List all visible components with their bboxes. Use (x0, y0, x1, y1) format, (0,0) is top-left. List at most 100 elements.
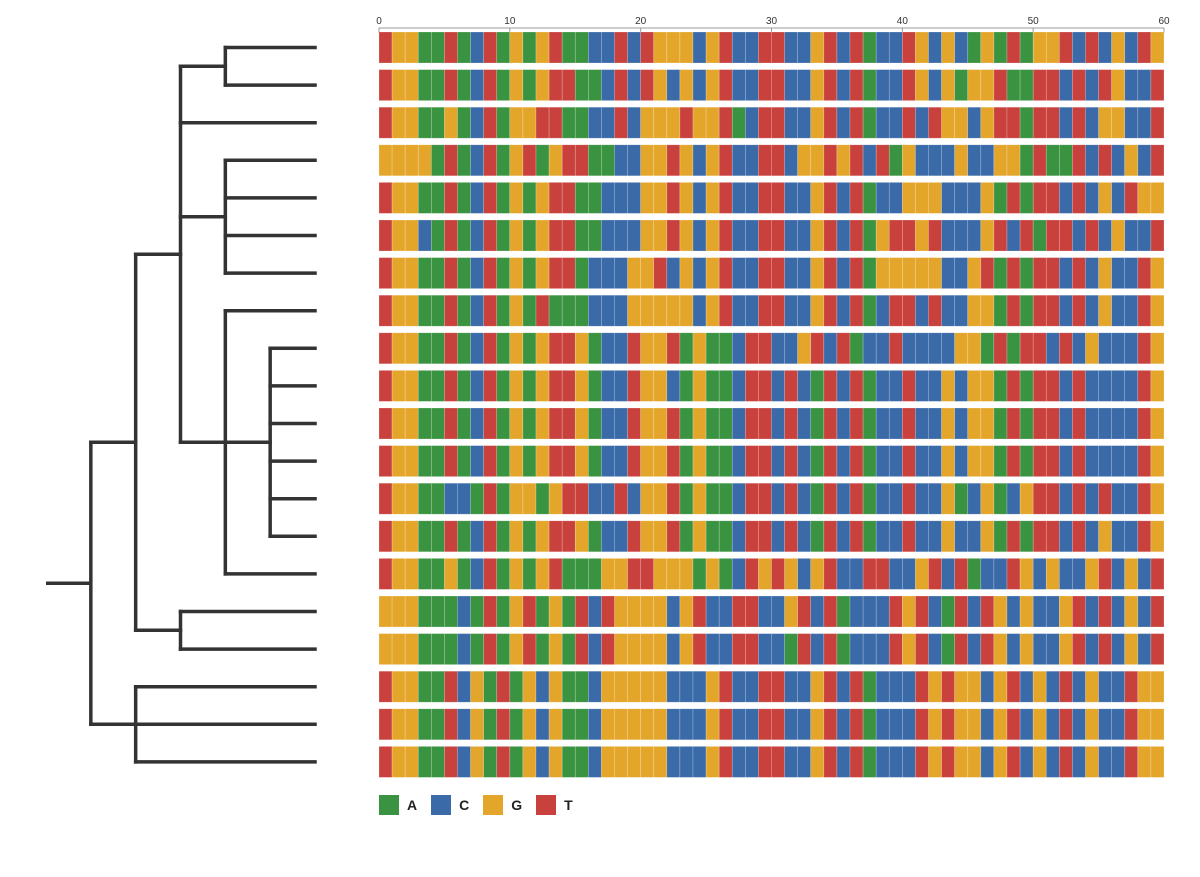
base-cell (1150, 746, 1165, 778)
position-axis: 0 10 20 30 40 50 60 (376, 16, 1170, 33)
base-cell (718, 445, 733, 477)
base-cell (627, 257, 641, 289)
base-cell (535, 633, 550, 665)
base-cell (875, 558, 890, 590)
base-cell (574, 144, 589, 177)
base-cell (731, 332, 746, 365)
base-cell (1124, 294, 1139, 327)
base-cell (875, 445, 890, 477)
base-cell (391, 633, 406, 665)
base-cell (535, 595, 550, 628)
base-cell (431, 708, 445, 741)
base-cell (666, 257, 681, 289)
base-cell (849, 633, 864, 665)
base-cell (928, 294, 942, 327)
base-cell (404, 182, 419, 214)
base-cell (731, 708, 746, 741)
base-cell (771, 558, 785, 590)
base-cell (431, 407, 445, 440)
base-cell (745, 219, 759, 252)
base-cell (470, 182, 484, 214)
base-cell (496, 670, 511, 703)
base-cell (758, 144, 772, 177)
base-cell (823, 182, 838, 214)
base-cell (679, 520, 694, 553)
base-cell (980, 670, 995, 703)
base-cell (679, 106, 694, 139)
base-cell (1045, 445, 1060, 477)
base-cell (797, 370, 812, 402)
base-cell (378, 595, 393, 628)
base-cell (902, 294, 916, 327)
base-cell (1059, 219, 1073, 252)
base-cell (522, 332, 537, 365)
base-cell (849, 445, 864, 477)
base-cell (431, 595, 445, 628)
base-cell (1111, 670, 1126, 703)
base-cell (561, 746, 576, 778)
base-cell (561, 370, 576, 402)
base-cell (875, 69, 890, 101)
base-cell (1085, 445, 1099, 477)
base-cell (1111, 370, 1126, 402)
base-cell (588, 445, 602, 477)
base-cell (522, 520, 537, 553)
base-cell (653, 370, 668, 402)
base-cell (718, 708, 733, 741)
base-cell (980, 520, 995, 553)
base-cell (640, 219, 655, 252)
base-cell (849, 595, 864, 628)
base-cell (1032, 445, 1047, 477)
base-cell (1032, 144, 1047, 177)
base-cell (404, 69, 419, 101)
base-cell (731, 294, 746, 327)
base-cell (483, 144, 498, 177)
base-cell (993, 106, 1008, 139)
base-cell (588, 520, 602, 553)
base-cell (574, 595, 589, 628)
base-cell (522, 219, 537, 252)
base-cell (548, 31, 563, 64)
base-cell (417, 558, 432, 590)
base-cell (679, 257, 694, 289)
base-cell (457, 520, 471, 553)
base-cell (574, 332, 589, 365)
base-cell (1085, 520, 1099, 553)
base-cell (1150, 520, 1165, 553)
base-cell (692, 106, 707, 139)
base-cell (1150, 370, 1165, 402)
base-cell (705, 106, 720, 139)
base-cell (1111, 144, 1126, 177)
base-cell (574, 257, 589, 289)
base-cell (1111, 332, 1126, 365)
base-cell (535, 482, 550, 515)
base-cell (915, 482, 929, 515)
base-cell (980, 257, 995, 289)
base-cell (967, 633, 982, 665)
base-cell (627, 445, 641, 477)
base-cell (614, 520, 628, 553)
base-cell (1059, 633, 1073, 665)
base-cell (601, 708, 615, 741)
base-cell (1032, 219, 1047, 252)
base-cell (1137, 69, 1152, 101)
base-cell (496, 370, 511, 402)
base-cell (1124, 219, 1139, 252)
base-cell (705, 257, 720, 289)
base-cell (810, 407, 825, 440)
base-cell (548, 558, 563, 590)
base-cell (1059, 520, 1073, 553)
base-cell (535, 106, 550, 139)
base-cell (431, 219, 445, 252)
base-cell (902, 482, 916, 515)
base-cell (653, 708, 668, 741)
base-cell (928, 31, 942, 64)
base-cell (627, 106, 641, 139)
base-cell (431, 257, 445, 289)
base-cell (967, 332, 982, 365)
base-cell (758, 219, 772, 252)
base-cell (509, 332, 524, 365)
base-cell (745, 69, 759, 101)
base-cell (404, 257, 419, 289)
base-cell (574, 370, 589, 402)
